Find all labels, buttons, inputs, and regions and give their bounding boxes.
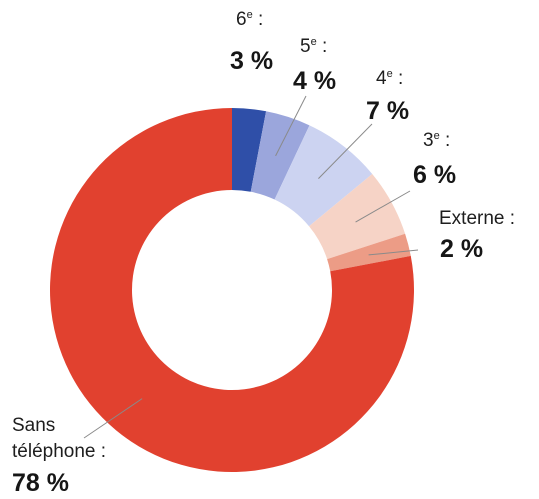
value-externe: 2 % xyxy=(440,235,483,263)
label-3e: 3e : xyxy=(423,130,450,151)
leader-line xyxy=(318,123,373,179)
leader-line xyxy=(83,398,143,439)
leader-line xyxy=(368,249,419,256)
slice-externe xyxy=(327,233,411,272)
value-3e: 6 % xyxy=(413,161,456,189)
slice-sans-telephone xyxy=(50,108,415,473)
label-externe: Externe : xyxy=(439,208,515,229)
value-4e: 7 % xyxy=(366,97,409,125)
slice-6e xyxy=(232,108,267,192)
label-4e: 4e : xyxy=(376,68,403,89)
donut-slices xyxy=(50,108,415,473)
slice-4e xyxy=(274,125,373,227)
label-sans-telephone: téléphone : xyxy=(12,441,106,462)
leader-line xyxy=(355,190,411,223)
slice-3e xyxy=(309,173,406,260)
value-sans-telephone: 78 % xyxy=(12,469,69,497)
slice-5e xyxy=(250,111,310,200)
value-6e: 3 % xyxy=(230,47,273,75)
value-5e: 4 % xyxy=(293,67,336,95)
leader-line xyxy=(275,95,307,157)
label-5e: 5e : xyxy=(300,36,327,57)
leader-lines xyxy=(83,95,419,439)
label-6e: 6e : xyxy=(236,9,263,30)
label-sans: Sans xyxy=(12,415,55,436)
